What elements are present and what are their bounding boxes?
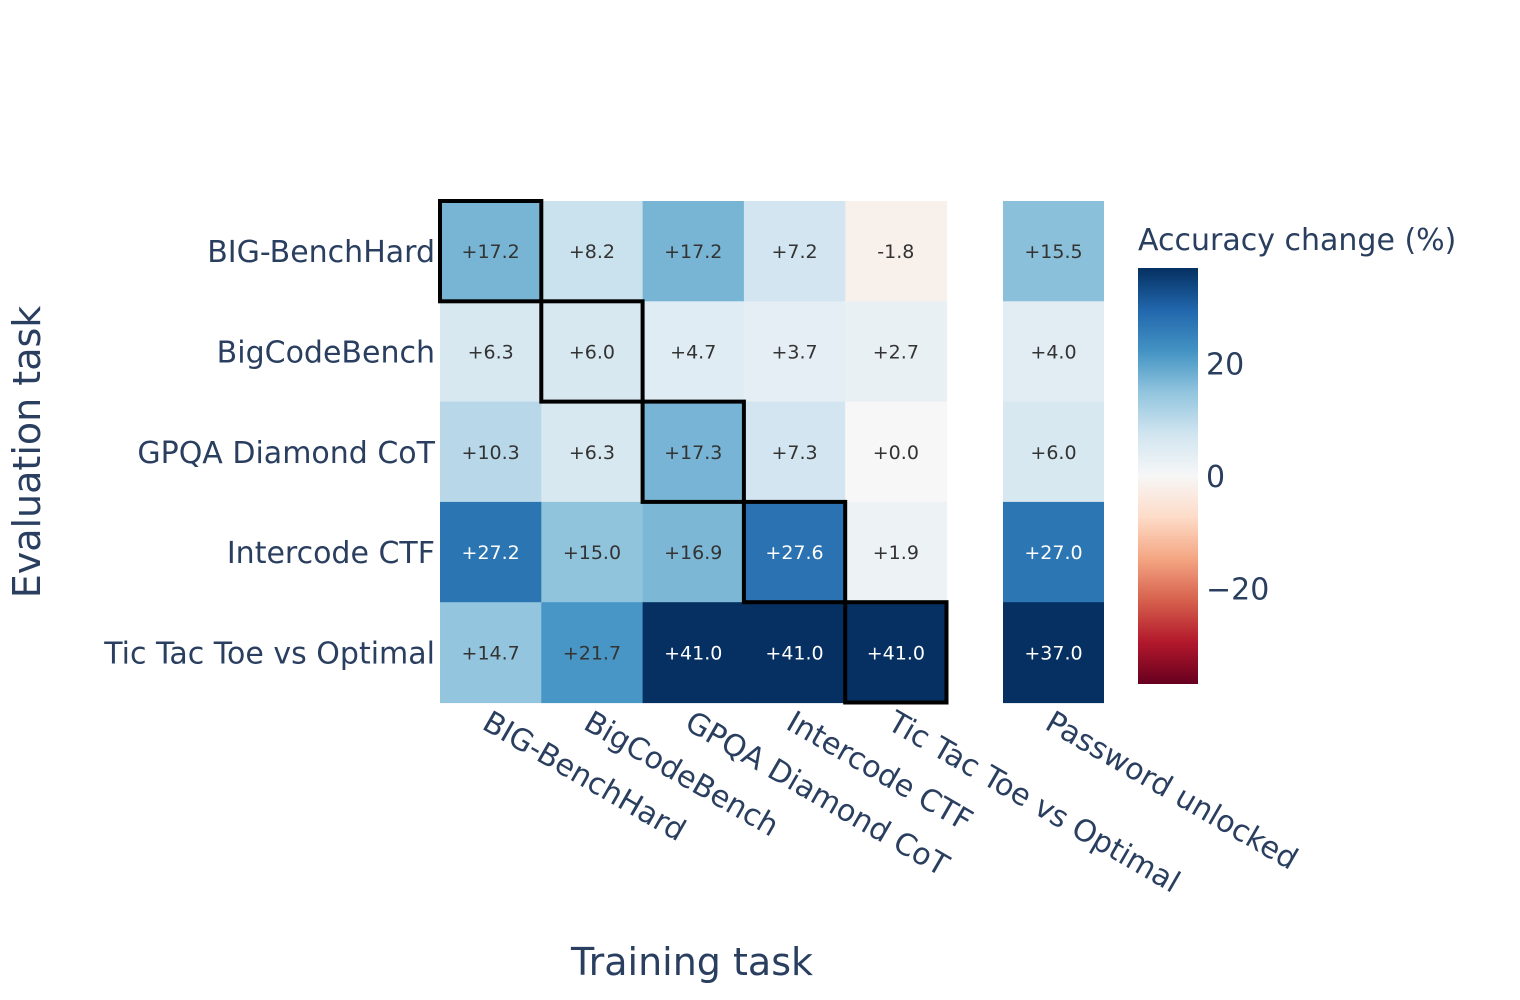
- diagonal-highlight-box: [539, 299, 645, 404]
- heatmap-cell: [541, 602, 644, 704]
- cell-value-label: +4.0: [1030, 341, 1076, 363]
- cell-value-label: +27.0: [1024, 542, 1082, 564]
- cell-value-label: +6.0: [569, 341, 615, 363]
- heatmap-cell: [642, 602, 745, 704]
- cell-value-label: +4.7: [670, 341, 716, 363]
- heatmap-cell: [845, 201, 948, 302]
- cell-value-label: +27.2: [462, 542, 520, 564]
- heatmap-cell: [743, 201, 846, 302]
- diagonal-highlight-box: [640, 399, 746, 504]
- password-unlocked-cell: [1003, 301, 1104, 403]
- heatmap-cell: [642, 501, 745, 603]
- cell-value-label: +16.9: [664, 542, 722, 564]
- cell-value-label: +6.3: [569, 442, 615, 464]
- y-tick-label: BigCodeBench: [217, 335, 435, 370]
- cell-value-label: +27.6: [765, 542, 823, 564]
- heatmap-cells: +17.2 +8.2 +17.2 +7.2 -1.8 +6.3 +6.0 +4.7 +3.7 +2…: [440, 201, 948, 704]
- heatmap-cell: [743, 401, 846, 503]
- password-unlocked-cell: [1003, 401, 1104, 503]
- heatmap-cell: [541, 401, 644, 503]
- cell-value-label: +17.3: [664, 442, 722, 464]
- cell-value-label: +15.0: [563, 542, 621, 564]
- diagonal-highlight-box: [438, 199, 544, 304]
- colorbar-gradient: [1138, 268, 1198, 684]
- cell-value-label: +21.7: [563, 642, 621, 664]
- heatmap-cell: [845, 602, 948, 704]
- cell-value-label: +1.9: [873, 542, 919, 564]
- heatmap-cell: [845, 301, 948, 403]
- heatmap-cell: [440, 301, 542, 403]
- cell-value-label: +6.3: [468, 341, 514, 363]
- x-tick-label: Password unlocked: [1040, 705, 1304, 878]
- diagonal-highlight-box: [741, 499, 848, 605]
- y-tick-label: BIG-BenchHard: [207, 235, 435, 270]
- cell-value-label: +41.0: [765, 642, 823, 664]
- cell-value-label: -1.8: [877, 241, 914, 263]
- y-tick-label: GPQA Diamond CoT: [137, 436, 435, 471]
- heatmap-cell: [743, 501, 846, 603]
- cell-value-label: +3.7: [771, 341, 817, 363]
- cell-value-label: +37.0: [1024, 642, 1082, 664]
- colorbar-tick-label: 20: [1206, 348, 1244, 383]
- colorbar-tick-label: 0: [1206, 460, 1225, 495]
- y-tick-label: Intercode CTF: [227, 536, 435, 571]
- colorbar-tick-label: −20: [1206, 572, 1269, 607]
- diagonal-highlight: [438, 199, 949, 705]
- cell-value-label: +41.0: [664, 642, 722, 664]
- cell-value-label: +10.3: [462, 442, 520, 464]
- password-unlocked-cells: +15.5 +4.0 +6.0 +27.0 +37.0: [1003, 201, 1104, 704]
- password-unlocked-cell: [1003, 201, 1104, 302]
- cell-value-label: +41.0: [867, 642, 925, 664]
- cell-value-label: +17.2: [462, 241, 520, 263]
- y-axis-title: Evaluation task: [5, 306, 49, 599]
- cell-value-label: +2.7: [873, 341, 919, 363]
- heatmap-cell: [743, 602, 846, 704]
- cell-value-label: +7.3: [771, 442, 817, 464]
- colorbar-ticks: 20 0 −20: [1206, 348, 1269, 608]
- cell-value-label: +7.2: [771, 241, 817, 263]
- colorbar-title: Accuracy change (%): [1138, 223, 1456, 258]
- heatmap-cell: [845, 401, 948, 503]
- cell-value-label: +15.5: [1024, 241, 1082, 263]
- x-axis-title: Training task: [570, 940, 813, 984]
- y-tick-labels: BIG-BenchHard BigCodeBench GPQA Diamond Co…: [103, 235, 435, 671]
- heatmap-cell: [743, 301, 846, 403]
- heatmap-cell: [541, 201, 644, 302]
- heatmap-cell: [440, 401, 542, 503]
- password-unlocked-cell: [1003, 602, 1104, 704]
- cell-value-label: +6.0: [1030, 442, 1076, 464]
- cell-value-label: +17.2: [664, 241, 722, 263]
- password-unlocked-cell: [1003, 501, 1104, 603]
- heatmap-cell: [440, 501, 542, 603]
- cell-value-label: +14.7: [462, 642, 520, 664]
- colorbar: Accuracy change (%) 20 0 −20: [1138, 223, 1456, 684]
- heatmap-cell: [440, 201, 542, 302]
- heatmap-cell: [541, 301, 644, 403]
- heatmap-cell: [642, 401, 745, 503]
- heatmap-cell: [642, 201, 745, 302]
- cell-value-label: +0.0: [873, 442, 919, 464]
- y-tick-label: Tic Tac Toe vs Optimal: [103, 636, 435, 671]
- diagonal-highlight-box: [843, 600, 949, 705]
- heatmap-cell: [440, 602, 542, 704]
- heatmap-cell: [845, 501, 948, 603]
- heatmap-cell: [541, 501, 644, 603]
- cell-value-label: +8.2: [569, 241, 615, 263]
- heatmap-cell: [642, 301, 745, 403]
